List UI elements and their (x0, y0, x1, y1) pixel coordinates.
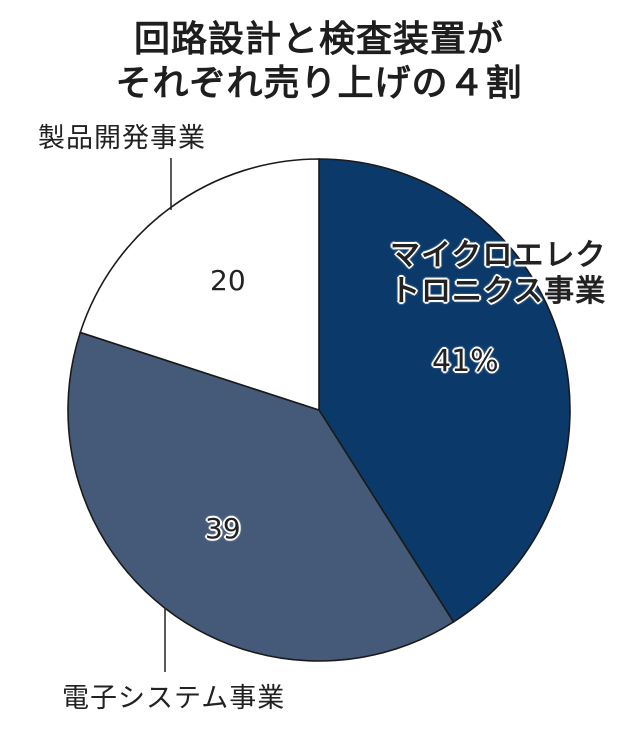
label-microelectronics-line1: マイクロエレク (390, 238, 607, 273)
pie-slices (67, 158, 571, 662)
value-electronic-systems: 39 (205, 512, 241, 545)
chart-title-line1: 回路設計と検査装置が (133, 19, 504, 60)
label-microelectronics-line2: トロニクス事業 (390, 274, 607, 309)
chart-title-line2: それぞれ売り上げの４割 (115, 63, 523, 104)
value-product-development: 20 (210, 264, 246, 297)
label-microelectronics: マイクロエレク トロニクス事業 (390, 238, 606, 310)
label-electronic-systems: 電子システム事業 (62, 683, 286, 714)
chart-title: 回路設計と検査装置が それぞれ売り上げの４割 (0, 18, 638, 106)
slice-microelectronics (318, 158, 571, 624)
value-microelectronics: 41% (432, 344, 499, 379)
label-product-development: 製品開発事業 (38, 123, 206, 154)
